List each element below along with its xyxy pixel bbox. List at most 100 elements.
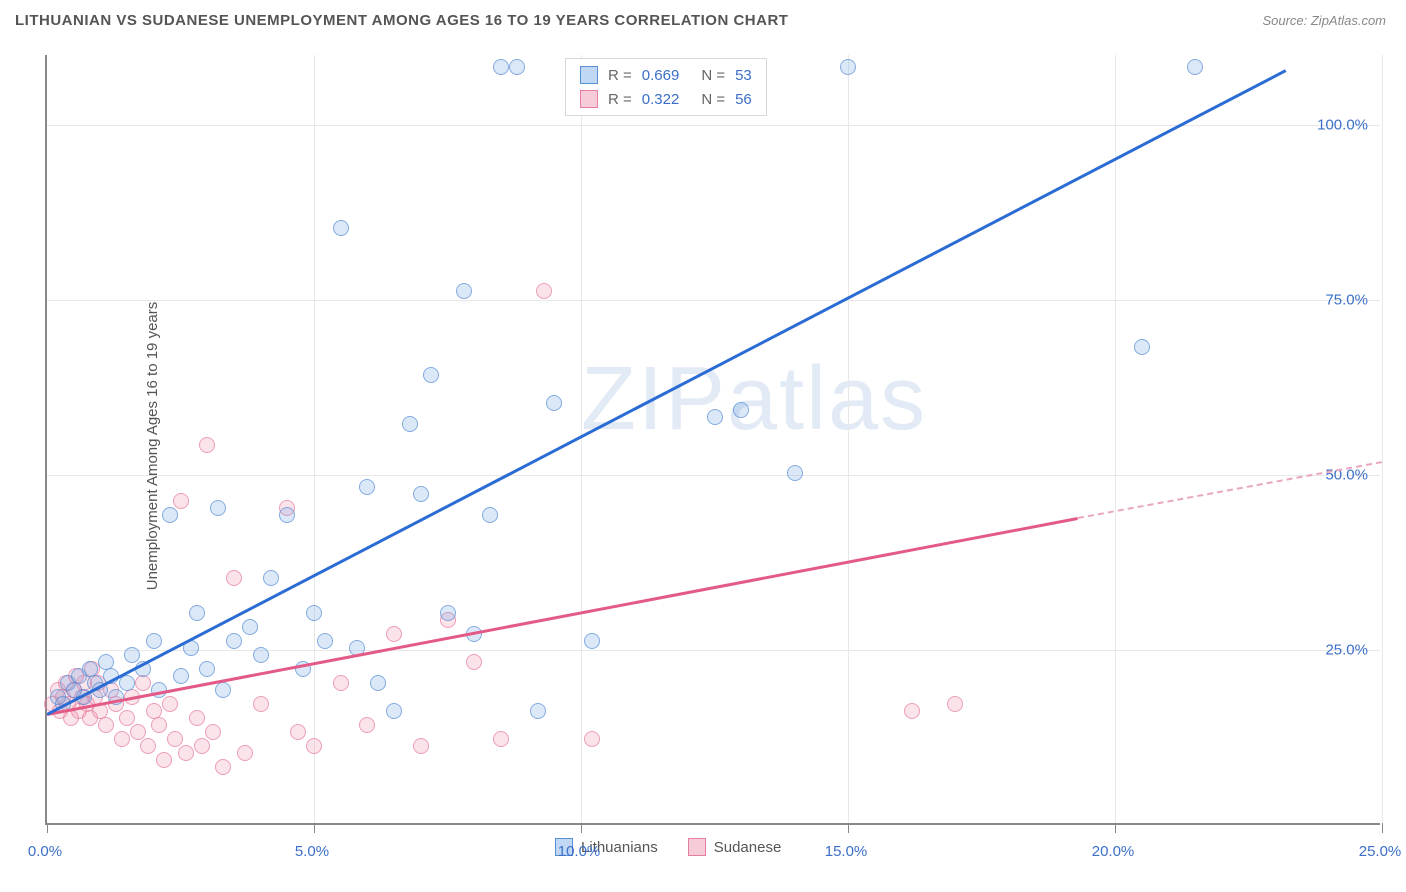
data-point-b [386,626,402,642]
x-tick-label: 0.0% [28,843,62,860]
data-point-a [162,507,178,523]
y-tick-label: 75.0% [1325,292,1368,309]
data-point-a [386,703,402,719]
data-point-a [210,500,226,516]
data-point-a [173,668,189,684]
legend-n-value: 56 [735,91,752,108]
x-tick [1382,823,1383,833]
x-tick [1115,823,1116,833]
data-point-a [402,416,418,432]
data-point-b [466,654,482,670]
data-point-a [146,633,162,649]
data-point-a [1134,339,1150,355]
data-point-b [536,283,552,299]
data-point-a [423,367,439,383]
data-point-a [413,486,429,502]
data-point-a [119,675,135,691]
data-point-a [317,633,333,649]
data-point-a [215,682,231,698]
data-point-b [189,710,205,726]
source-label: Source: ZipAtlas.com [1262,13,1386,28]
data-point-b [119,710,135,726]
gridline-v [1115,55,1116,823]
x-tick-label: 5.0% [295,843,329,860]
data-point-a [306,605,322,621]
data-point-a [509,59,525,75]
trend-line [1077,461,1382,519]
data-point-b [173,493,189,509]
data-point-b [114,731,130,747]
data-point-b [130,724,146,740]
data-point-b [199,437,215,453]
chart-title: LITHUANIAN VS SUDANESE UNEMPLOYMENT AMON… [15,12,788,29]
legend-swatch [580,66,598,84]
data-point-a [359,479,375,495]
data-point-a [189,605,205,621]
data-point-b [584,731,600,747]
data-point-a [263,570,279,586]
chart-header: LITHUANIAN VS SUDANESE UNEMPLOYMENT AMON… [0,0,1406,40]
data-point-a [370,675,386,691]
legend-swatch [580,90,598,108]
gridline-v [1382,55,1383,823]
watermark: ZIPatlas [581,348,927,451]
x-tick [581,823,582,833]
y-tick-label: 25.0% [1325,642,1368,659]
data-point-a [199,661,215,677]
x-tick-label: 10.0% [558,843,601,860]
gridline-v [581,55,582,823]
data-point-b [904,703,920,719]
data-point-a [840,59,856,75]
data-point-b [98,717,114,733]
plot-area: ZIPatlas 25.0%50.0%75.0%100.0% [45,55,1380,825]
gridline-h [47,475,1380,476]
data-point-a [333,220,349,236]
series-legend-item: Sudanese [688,838,782,856]
data-point-a [253,647,269,663]
x-tick-label: 25.0% [1359,843,1402,860]
data-point-b [947,696,963,712]
x-tick-label: 15.0% [825,843,868,860]
gridline-h [47,300,1380,301]
legend-r-label: R = [608,67,632,84]
data-point-b [205,724,221,740]
data-point-a [1187,59,1203,75]
data-point-a [124,647,140,663]
data-point-a [493,59,509,75]
legend-n-label: N = [701,91,725,108]
legend-row: R =0.669N =53 [566,63,766,87]
data-point-a [546,395,562,411]
series-name: Sudanese [714,839,782,856]
data-point-b [493,731,509,747]
data-point-b [226,570,242,586]
x-tick [314,823,315,833]
legend-r-label: R = [608,91,632,108]
data-point-a [787,465,803,481]
gridline-v [314,55,315,823]
gridline-v [848,55,849,823]
series-swatch [688,838,706,856]
data-point-a [584,633,600,649]
x-tick [848,823,849,833]
gridline-h [47,650,1380,651]
y-tick-label: 100.0% [1317,117,1368,134]
data-point-a [279,507,295,523]
data-point-a [242,619,258,635]
data-point-a [530,703,546,719]
data-point-b [359,717,375,733]
data-point-b [167,731,183,747]
x-tick-label: 20.0% [1092,843,1135,860]
data-point-a [226,633,242,649]
data-point-b [194,738,210,754]
data-point-b [333,675,349,691]
data-point-b [253,696,269,712]
data-point-b [178,745,194,761]
data-point-b [237,745,253,761]
data-point-b [306,738,322,754]
x-tick [47,823,48,833]
trend-line [46,69,1286,715]
legend-n-value: 53 [735,67,752,84]
data-point-a [440,605,456,621]
data-point-b [156,752,172,768]
data-point-b [413,738,429,754]
